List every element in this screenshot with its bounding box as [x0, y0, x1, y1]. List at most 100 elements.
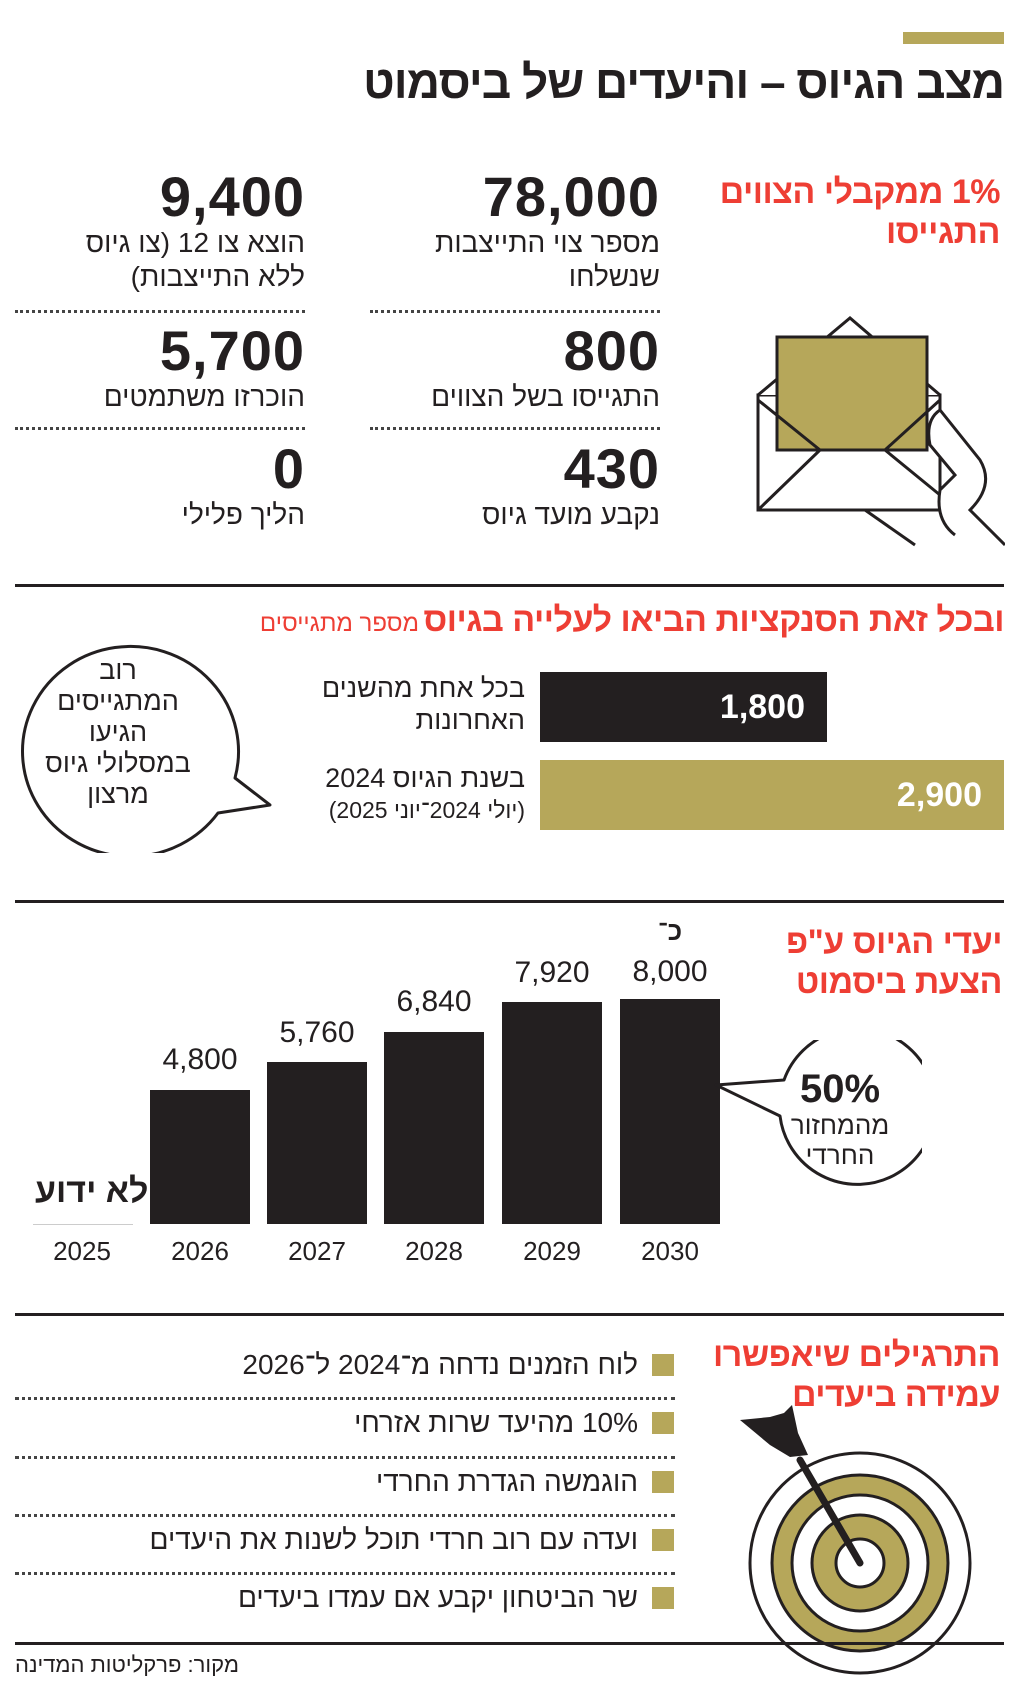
list-item: שר הביטחון יקבע אם עמדו ביעדים — [238, 1581, 674, 1615]
stat-enlisted: 800 התגייסו בשל הצווים — [365, 322, 660, 414]
bullet-square-icon — [652, 1412, 674, 1434]
section-divider — [15, 584, 1004, 587]
hbar-2024: 2,900 — [540, 760, 1004, 830]
section4-heading: התרגילים שיאפשרו עמידה ביעדים — [713, 1335, 1001, 1415]
stat-value: 9,400 — [159, 165, 305, 228]
hbar-label-line: (יולי 2024־יוני 2025) — [328, 797, 525, 823]
stat-value: 78,000 — [482, 165, 660, 228]
bar-value-2030: 8,000 — [632, 955, 708, 988]
bullet-square-icon — [652, 1587, 674, 1609]
divider-dotted — [15, 1572, 675, 1575]
target-arrow-icon — [740, 1405, 972, 1675]
section2-heading-bold: ובכל זאת הסנקציות הביאו לעלייה בגיוס — [423, 601, 1004, 639]
bullet-square-icon — [652, 1529, 674, 1551]
stat-summonses-sent: 78,000 מספר צוי התייצבות שנשלחו — [365, 168, 660, 294]
stat-draft-dodgers: 5,700 הוכרזו משתמטים — [15, 322, 305, 414]
stat-label: מספר צוי התייצבות — [435, 227, 660, 258]
bullet-square-icon — [652, 1354, 674, 1376]
bubble-line: הגיעו — [88, 717, 148, 747]
year-label-2028: 2028 — [405, 1236, 463, 1266]
source-note: מקור: פרקליטות המדינה — [15, 1652, 239, 1677]
divider-dotted — [370, 427, 660, 430]
hbar-label-recent-years: בכל אחת מהשנים האחרונות — [280, 672, 525, 736]
bubble-line: מרצון — [87, 779, 149, 809]
stat-value: 0 — [272, 437, 305, 500]
section1-heading-line1: 1% ממקבלי הצווים — [719, 173, 1001, 211]
stat-label: הוצא צו 12 (צו גיוס — [85, 227, 305, 258]
section2-heading: ובכל זאת הסנקציות הביאו לעלייה בגיוס מספ… — [259, 600, 1005, 640]
year-label-2027: 2027 — [288, 1236, 346, 1266]
bullet-square-icon — [652, 1471, 674, 1493]
section1-heading-line2: התגייסו — [885, 213, 1001, 251]
bar-2028 — [384, 1032, 484, 1224]
divider-dotted — [15, 1397, 675, 1400]
stat-label: שנשלחו — [568, 261, 660, 292]
bubble-50-line: החרדי — [805, 1140, 875, 1170]
bar-2025-unknown-label: לא ידוע — [35, 1172, 149, 1210]
section4-heading-line2: עמידה ביעדים — [791, 1376, 1001, 1414]
divider-dotted — [15, 1456, 675, 1459]
hbar-value: 2,900 — [896, 775, 982, 814]
list-item: 10% מהיעד שרות אזרחי — [354, 1406, 674, 1440]
bubble-50-line: מהמחזור — [790, 1110, 890, 1140]
stat-label: התגייסו בשל הצווים — [431, 381, 660, 412]
year-label-2030: 2030 — [641, 1236, 699, 1266]
bar-value-2028: 6,840 — [396, 985, 472, 1018]
bar-value-2029: 7,920 — [514, 956, 590, 989]
list-item-text: הוגמשה הגדרת החרדי — [375, 1466, 638, 1497]
hbar-label-line: בכל אחת מהשנים — [321, 673, 525, 703]
divider-dotted — [15, 310, 305, 313]
hbar-label-line: בשנת הגיוס 2024 — [325, 763, 525, 793]
year-label-2029: 2029 — [523, 1236, 581, 1266]
footer-divider — [15, 1642, 1004, 1645]
speech-bubble-50-icon — [714, 1040, 922, 1186]
section2-heading-sub: מספר מתגייסים — [259, 610, 419, 637]
stat-value: 430 — [563, 437, 660, 500]
stat-criminal-proceedings: 0 הליך פלילי — [15, 440, 305, 532]
bar-2026 — [150, 1090, 250, 1224]
list-item-text: 10% מהיעד שרות אזרחי — [354, 1407, 638, 1438]
bar-2030 — [620, 999, 720, 1224]
list-item-text: לוח הזמנים נדחה מ־2024 ל־2026 — [242, 1349, 638, 1380]
stat-value: 5,700 — [159, 319, 305, 382]
bubble-line: המתגייסים — [57, 686, 179, 716]
bar-approx-prefix-2030: כ־ — [657, 916, 683, 946]
header-accent-bar — [903, 32, 1004, 44]
bar-value-2027: 5,760 — [279, 1016, 355, 1049]
section-divider — [15, 1313, 1004, 1316]
hbar-recent-years: 1,800 — [540, 672, 827, 742]
bar-2025-baseline — [33, 1224, 133, 1225]
speech-bubble-icon — [21, 644, 272, 853]
list-item-text: שר הביטחון יקבע אם עמדו ביעדים — [237, 1582, 638, 1613]
stat-label: ללא התייצבות) — [130, 261, 305, 292]
hbar-value: 1,800 — [719, 687, 805, 726]
bar-2029 — [502, 1002, 602, 1224]
year-label-2025: 2025 — [53, 1236, 111, 1266]
section1-heading: 1% ממקבלי הצווים התגייסו — [719, 172, 1001, 252]
stat-value: 800 — [563, 319, 660, 382]
stat-label: הליך פלילי — [181, 499, 305, 530]
bar-value-2026: 4,800 — [162, 1043, 238, 1076]
bar-2027 — [267, 1062, 367, 1224]
hbar-label-line: האחרונות — [415, 705, 525, 735]
stat-date-set: 430 נקבע מועד גיוס — [365, 440, 660, 532]
stat-label: הוכרזו משתמטים — [103, 381, 305, 412]
envelope-hand-icon — [756, 316, 1005, 547]
bubble-50-value: 50% — [799, 1067, 881, 1111]
section3-heading: יעדי הגיוס ע"פ הצעת ביסמוט — [785, 922, 1003, 1002]
stat-order-12: 9,400 הוצא צו 12 (צו גיוס ללא התייצבות) — [15, 168, 305, 294]
stat-label: נקבע מועד גיוס — [482, 499, 660, 530]
page-title: מצב הגיוס – והיעדים של ביסמוט — [363, 56, 1005, 108]
section3-heading-line1: יעדי הגיוס ע"פ — [785, 923, 1003, 961]
list-item-text: ועדה עם רוב חרדי תוכל לשנות את היעדים — [149, 1524, 638, 1555]
section4-heading-line1: התרגילים שיאפשרו — [713, 1336, 1001, 1374]
list-item: הוגמשה הגדרת החרדי — [376, 1465, 674, 1499]
divider-dotted — [370, 310, 660, 313]
bubble-line: רוב — [99, 655, 137, 685]
list-item: ועדה עם רוב חרדי תוכל לשנות את היעדים — [150, 1523, 674, 1557]
bubble-line: במסלולי גיוס — [45, 748, 191, 778]
year-label-2026: 2026 — [171, 1236, 229, 1266]
section-divider — [15, 900, 1004, 903]
divider-dotted — [15, 1514, 675, 1517]
bubble-50-text: 50% מהמחזור החרדי — [765, 1068, 915, 1170]
